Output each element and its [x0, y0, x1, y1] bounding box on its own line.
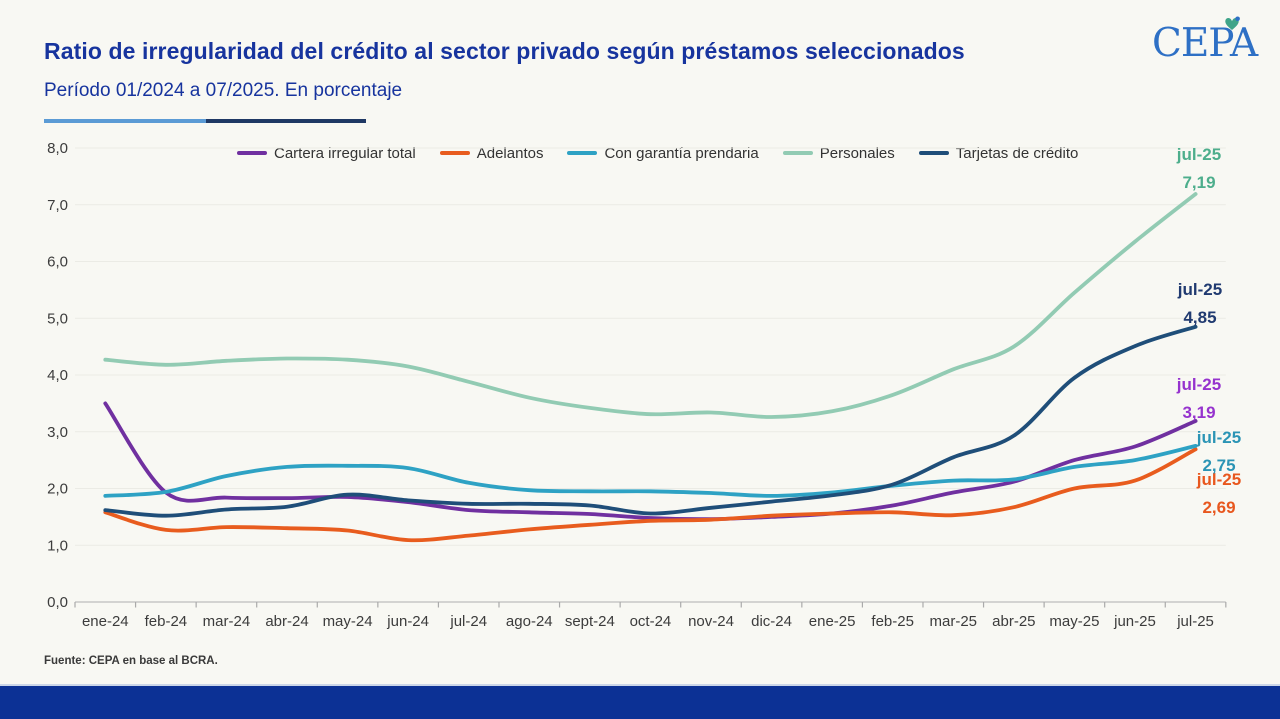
series-end-label: jul-25 2,75 [1197, 424, 1241, 480]
x-axis-label: ene-24 [82, 613, 129, 630]
x-axis-label: oct-24 [630, 613, 672, 630]
x-axis-label: abr-24 [265, 613, 308, 630]
x-axis-label: ago-24 [506, 613, 553, 630]
end-label-value: 4,85 [1183, 308, 1217, 327]
x-axis-label: feb-24 [145, 613, 188, 630]
end-label-date: jul-25 [1196, 470, 1242, 489]
x-axis-label: abr-25 [992, 613, 1035, 630]
legend-swatch-icon [439, 150, 470, 156]
heart-leaf-icon [1224, 16, 1242, 37]
y-axis-label: 5,0 [47, 310, 68, 327]
series-line-2 [103, 447, 1198, 543]
end-label-value: 3,19 [1182, 403, 1216, 422]
legend-label: Cartera irregular total [274, 144, 416, 162]
x-axis-label: mar-24 [203, 613, 251, 630]
end-label-date: jul-25 [1176, 145, 1222, 164]
y-axis-label: 0,0 [47, 594, 68, 611]
legend-label: Tarjetas de crédito [955, 144, 1079, 162]
x-axis-label: mar-25 [930, 613, 978, 630]
series-line-4 [103, 192, 1198, 419]
y-axis-label: 2,0 [47, 481, 68, 498]
x-axis-label: dic-24 [751, 613, 792, 630]
x-axis-label: jun-24 [386, 613, 429, 630]
y-axis-label: 4,0 [47, 367, 68, 384]
x-axis-label: jul-25 [1176, 613, 1214, 630]
series-line-3 [103, 444, 1198, 498]
legend-swatch-icon [567, 150, 598, 156]
end-label-value: 2,75 [1202, 456, 1236, 475]
y-axis-label: 3,0 [47, 424, 68, 441]
x-axis-label: sept-24 [565, 613, 615, 630]
cepa-logo: CEPA [1152, 16, 1258, 72]
y-axis-label: 1,0 [47, 537, 68, 554]
y-axis-label: 7,0 [47, 197, 68, 214]
legend-label: Con garantía prendaria [604, 144, 759, 162]
x-axis-label: jun-25 [1113, 613, 1156, 630]
y-axis-label: 8,0 [47, 140, 68, 157]
x-axis-label: feb-25 [871, 613, 914, 630]
end-label-value: 7,19 [1182, 173, 1216, 192]
series-line-1 [103, 401, 1198, 522]
legend-item: Personales [782, 144, 895, 162]
legend-swatch-icon [918, 150, 949, 156]
chart-legend: Cartera irregular total Adelantos Con gara… [237, 143, 1078, 163]
x-axis-label: may-24 [323, 613, 373, 630]
legend-item: Con garantía prendaria [567, 144, 759, 162]
end-label-date: jul-25 [1176, 375, 1222, 394]
legend-label: Adelantos [476, 144, 544, 162]
series-line-5 [103, 324, 1198, 518]
series-end-label: jul-25 3,19 [1177, 371, 1221, 427]
page-subtitle: Período 01/2024 a 07/2025. En porcentaje [44, 80, 403, 101]
accent-bar [44, 119, 366, 123]
series-end-label: jul-25 7,19 [1177, 141, 1221, 197]
end-label-date: jul-25 [1196, 428, 1242, 447]
legend-item: Tarjetas de crédito [918, 144, 1079, 162]
y-axis-label: 6,0 [47, 254, 68, 271]
series-end-label: jul-25 2,69 [1197, 466, 1241, 522]
page-title: Ratio de irregularidad del crédito al se… [44, 38, 965, 64]
source-note: Fuente: CEPA en base al BCRA. [44, 655, 218, 667]
legend-label: Personales [819, 144, 895, 162]
legend-swatch-icon [237, 150, 267, 156]
x-axis-label: ene-25 [809, 613, 856, 630]
legend-item: Adelantos [439, 144, 544, 162]
x-axis-label: may-25 [1049, 613, 1099, 630]
legend-swatch-icon [782, 150, 813, 156]
accent-bar-dark-segment [206, 119, 366, 123]
cepa-logo-text: CEPA [1152, 21, 1258, 66]
series-end-label: jul-25 4,85 [1178, 276, 1222, 332]
accent-bar-light-segment [44, 119, 206, 123]
legend-item: Cartera irregular total [237, 145, 416, 162]
end-label-value: 2,69 [1202, 498, 1236, 517]
bottom-bar [0, 684, 1280, 719]
end-label-date: jul-25 [1177, 280, 1223, 299]
x-axis-label: jul-24 [449, 613, 487, 630]
x-axis-label: nov-24 [688, 613, 734, 630]
